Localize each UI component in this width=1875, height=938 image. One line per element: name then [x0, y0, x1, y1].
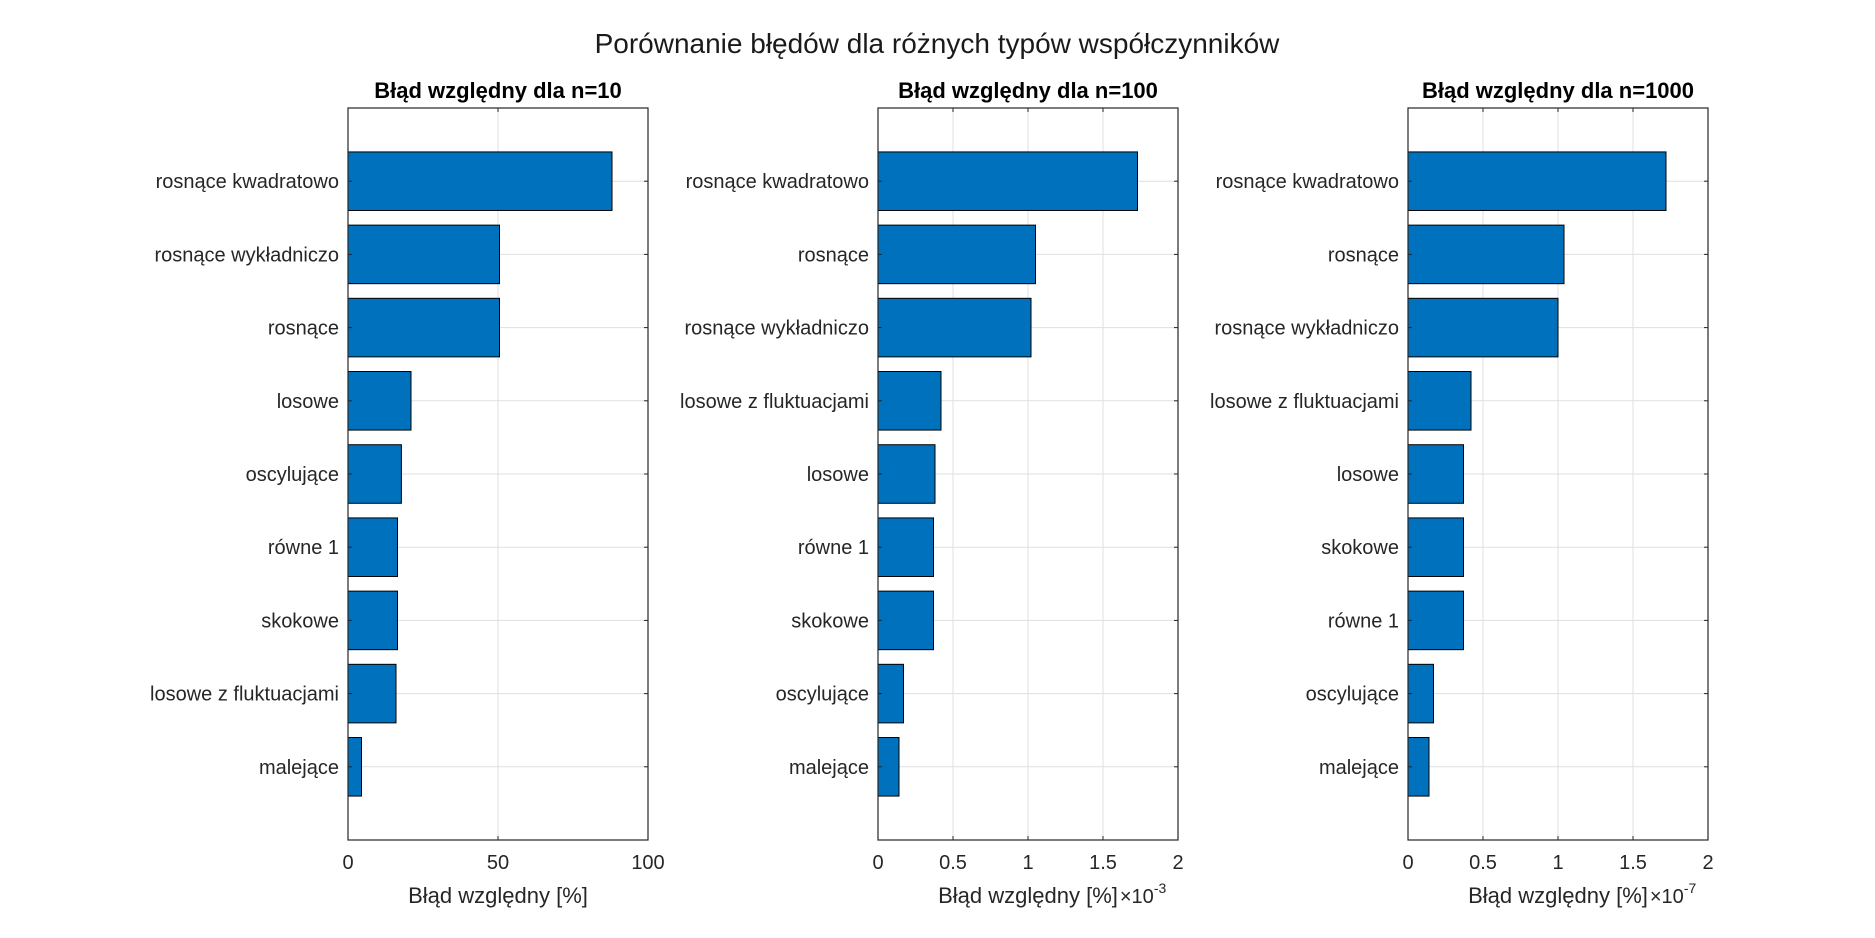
x-axis-label: Błąd względny [%] — [408, 883, 588, 908]
y-tick-label: oscylujące — [776, 684, 869, 706]
x-tick-label: 1 — [1022, 852, 1033, 874]
y-tick-label: skokowe — [791, 610, 869, 632]
y-tick-label: rosnące kwadratowo — [1216, 171, 1399, 193]
subplot-title: Błąd względny dla n=1000 — [1422, 78, 1694, 103]
y-tick-label: losowe — [277, 391, 339, 413]
x-tick-label: 2 — [1172, 852, 1183, 874]
y-tick-label: rosnące — [268, 318, 339, 340]
y-tick-label: rosnące wykładniczo — [684, 318, 869, 340]
bar-2 — [347, 224, 500, 285]
x-tick-label: 1.5 — [1089, 852, 1117, 874]
bar-4 — [1407, 371, 1472, 431]
bar-8 — [877, 663, 904, 724]
y-tick-label: skokowe — [261, 610, 339, 632]
x-tick-label: 1 — [1552, 852, 1563, 874]
subplot-title: Błąd względny dla n=10 — [374, 78, 622, 103]
x-tick-label: 0 — [872, 852, 883, 874]
x-axis-label: Błąd względny [%] — [938, 883, 1118, 908]
y-tick-label: rosnące — [1328, 244, 1399, 266]
x-tick-label: 2 — [1702, 852, 1713, 874]
y-tick-label: malejące — [1319, 757, 1399, 779]
subplot-1: 0 50 100 rosnące kwadratowo rosnące wykładni… — [150, 78, 665, 908]
y-tick-label: skokowe — [1321, 537, 1399, 559]
bar-7 — [347, 590, 398, 651]
y-tick-label: rosnące kwadratowo — [156, 171, 339, 193]
y-tick-label: losowe z fluktuacjami — [150, 684, 339, 706]
y-tick-label: malejące — [789, 757, 869, 779]
bar-8 — [347, 663, 397, 724]
bar-4 — [877, 371, 942, 431]
bar-8 — [1407, 663, 1434, 724]
y-tick-label: losowe — [1337, 464, 1399, 486]
bar-4 — [347, 371, 412, 431]
bar-2 — [1407, 224, 1565, 285]
subplot-title: Błąd względny dla n=100 — [898, 78, 1158, 103]
y-tick-label: rosnące kwadratowo — [686, 171, 869, 193]
bar-5 — [877, 444, 936, 504]
bar-3 — [877, 297, 1032, 358]
y-tick-label: losowe z fluktuacjami — [1210, 391, 1399, 413]
x-tick-label: 0.5 — [1469, 852, 1497, 874]
subplot-2: 0 0.5 1 1.5 2 rosnące kwadratowo rosnące rosnąc… — [680, 78, 1184, 908]
bar-2 — [877, 224, 1036, 285]
bar-6 — [877, 517, 934, 577]
bar-6 — [1407, 517, 1464, 577]
y-tick-label: malejące — [259, 757, 339, 779]
y-tick-label: równe 1 — [1328, 610, 1399, 632]
bar-6 — [347, 517, 398, 577]
subplot-3: 0 0.5 1 1.5 2 rosnące kwadratowo rosnące rosnąc… — [1210, 78, 1714, 908]
y-tick-label: równe 1 — [268, 537, 339, 559]
x-tick-label: 0 — [1402, 852, 1413, 874]
x-axis-exponent: ×10-7 — [1650, 880, 1697, 908]
bar-3 — [1407, 297, 1559, 358]
bar-1 — [877, 151, 1138, 211]
y-tick-label: rosnące — [798, 244, 869, 266]
x-tick-label: 1.5 — [1619, 852, 1647, 874]
y-tick-label: rosnące wykładniczo — [1214, 318, 1399, 340]
y-tick-label: równe 1 — [798, 537, 869, 559]
y-tick-label: oscylujące — [1306, 684, 1399, 706]
y-tick-label: rosnące wykładniczo — [154, 244, 339, 266]
figure-title: Porównanie błędów dla różnych typów wspó… — [595, 28, 1281, 59]
bar-3 — [347, 297, 500, 358]
y-tick-label: losowe z fluktuacjami — [680, 391, 869, 413]
x-axis-exponent: ×10-3 — [1120, 880, 1167, 908]
bar-7 — [1407, 590, 1464, 651]
x-tick-label: 50 — [487, 852, 509, 874]
x-tick-label: 0 — [342, 852, 353, 874]
bar-7 — [877, 590, 934, 651]
x-tick-label: 100 — [631, 852, 664, 874]
y-tick-label: oscylujące — [246, 464, 339, 486]
bar-1 — [347, 151, 613, 211]
bar-5 — [1407, 444, 1464, 504]
bar-5 — [347, 444, 402, 504]
x-axis-label: Błąd względny [%] — [1468, 883, 1648, 908]
x-tick-label: 0.5 — [939, 852, 967, 874]
bar-1 — [1407, 151, 1667, 211]
y-tick-label: losowe — [807, 464, 869, 486]
